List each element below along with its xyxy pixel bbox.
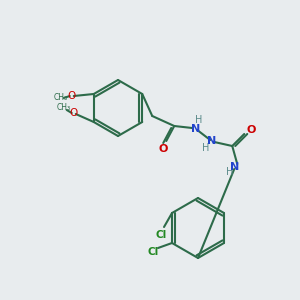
Text: H: H bbox=[226, 167, 233, 177]
Text: CH₃: CH₃ bbox=[57, 103, 71, 112]
Text: N: N bbox=[230, 162, 239, 172]
Text: O: O bbox=[159, 144, 168, 154]
Text: O: O bbox=[68, 91, 76, 101]
Text: N: N bbox=[190, 124, 200, 134]
Text: Cl: Cl bbox=[147, 247, 159, 257]
Text: Cl: Cl bbox=[155, 230, 167, 240]
Text: O: O bbox=[70, 108, 78, 118]
Text: H: H bbox=[195, 115, 202, 125]
Text: N: N bbox=[207, 136, 216, 146]
Text: CH₃: CH₃ bbox=[54, 94, 68, 103]
Text: H: H bbox=[202, 143, 209, 153]
Text: O: O bbox=[247, 125, 256, 135]
